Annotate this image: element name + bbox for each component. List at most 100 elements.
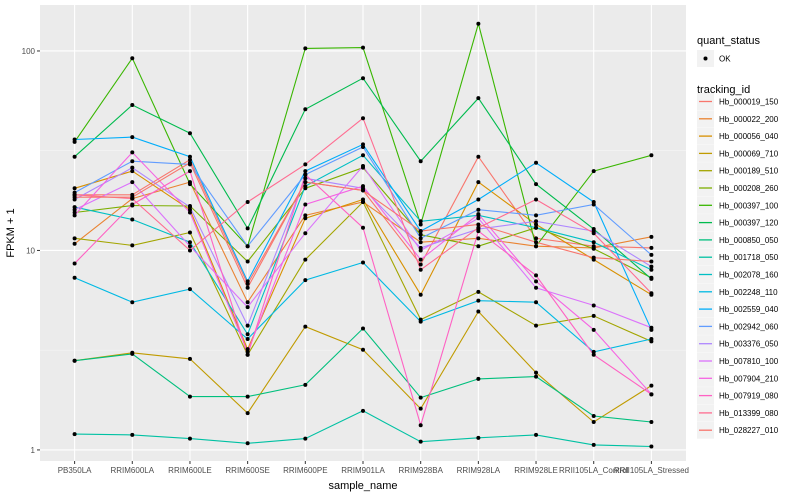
data-point-Hb_000056_040 — [130, 169, 135, 174]
legend-label-Hb_000069_710: Hb_000069_710 — [719, 149, 779, 158]
x-axis: PB350LA RRIM600LA RRIM600LE RRIM600SE RRIM60… — [58, 461, 689, 475]
legend-label-Hb_028227_010: Hb_028227_010 — [719, 426, 779, 435]
data-point-Hb_002942_060 — [649, 252, 654, 257]
legend-label-Hb_000397_100: Hb_000397_100 — [719, 201, 779, 210]
data-point-Hb_007810_100 — [187, 244, 192, 249]
legend-label-Hb_000189_510: Hb_000189_510 — [719, 167, 779, 176]
data-point-Hb_001718_050 — [361, 408, 365, 413]
data-point-Hb_000397_120 — [649, 276, 654, 281]
data-point-Hb_007904_210 — [303, 202, 308, 207]
data-point-Hb_002559_040 — [245, 279, 250, 284]
data-point-Hb_002942_060 — [130, 159, 135, 164]
data-point-Hb_000397_100 — [303, 46, 308, 51]
data-point-Hb_000397_100 — [591, 169, 596, 174]
legend-label-Hb_000022_200: Hb_000022_200 — [719, 115, 779, 124]
data-point-Hb_028227_010 — [303, 180, 308, 185]
data-point-Hb_002248_110 — [591, 349, 596, 354]
legend-point-glyph — [703, 56, 708, 61]
data-point-Hb_000019_150 — [534, 236, 539, 241]
legend-label-Hb_000208_260: Hb_000208_260 — [719, 184, 779, 193]
legend-label-Hb_007919_080: Hb_007919_080 — [719, 392, 779, 401]
legend-label-Hb_007810_100: Hb_007810_100 — [719, 357, 779, 366]
legend-label-Hb_013399_080: Hb_013399_080 — [719, 409, 779, 418]
data-point-Hb_007810_100 — [245, 305, 250, 310]
data-point-Hb_007810_100 — [534, 285, 539, 290]
data-point-Hb_028227_010 — [245, 285, 250, 290]
data-point-Hb_002078_160 — [534, 225, 539, 230]
data-point-Hb_000189_510 — [72, 236, 77, 241]
data-point-Hb_028227_010 — [591, 255, 596, 260]
data-point-Hb_013399_080 — [591, 231, 596, 236]
data-point-Hb_000850_050 — [591, 413, 596, 418]
data-point-Hb_000397_100 — [534, 244, 539, 249]
y-tick-label: 10 — [26, 246, 35, 255]
data-point-Hb_000397_100 — [361, 45, 365, 50]
data-point-Hb_013399_080 — [649, 291, 654, 296]
data-point-Hb_007919_080 — [476, 229, 481, 234]
data-point-Hb_000397_120 — [245, 226, 250, 231]
data-point-Hb_007919_080 — [130, 202, 135, 207]
data-point-Hb_000397_120 — [476, 96, 481, 101]
data-point-Hb_000397_100 — [476, 21, 481, 26]
data-point-Hb_001718_050 — [72, 432, 77, 437]
data-point-Hb_000397_120 — [534, 182, 539, 187]
data-point-Hb_007810_100 — [418, 248, 423, 253]
data-point-Hb_002942_060 — [591, 202, 596, 207]
data-point-Hb_002559_040 — [303, 169, 308, 174]
legend-label: OK — [719, 55, 731, 64]
data-point-Hb_007904_210 — [591, 327, 596, 332]
data-point-Hb_007919_080 — [534, 273, 539, 278]
data-point-Hb_001718_050 — [534, 432, 539, 437]
data-point-Hb_001718_050 — [245, 441, 250, 446]
data-point-Hb_001718_050 — [649, 444, 654, 449]
data-point-Hb_000069_710 — [476, 309, 481, 314]
data-point-Hb_000189_510 — [130, 243, 135, 248]
data-point-Hb_000069_710 — [591, 420, 596, 425]
data-point-Hb_000056_040 — [418, 292, 423, 297]
y-tick-label: 1 — [31, 446, 36, 455]
x-tick-label: RRIM600LE — [168, 466, 212, 475]
data-point-Hb_000022_200 — [649, 234, 654, 239]
data-point-Hb_007904_210 — [72, 213, 77, 218]
data-point-Hb_000397_100 — [418, 222, 423, 227]
data-point-Hb_013399_080 — [303, 162, 308, 167]
y-tick-label: 100 — [22, 47, 36, 56]
data-point-Hb_000019_150 — [187, 157, 192, 162]
data-point-Hb_002078_160 — [130, 217, 135, 222]
data-point-Hb_000850_050 — [476, 376, 481, 381]
data-point-Hb_000850_050 — [303, 382, 308, 387]
data-point-Hb_000397_100 — [130, 56, 135, 61]
x-tick-label: RRIM928BA — [398, 466, 443, 475]
data-point-Hb_028227_010 — [418, 229, 423, 234]
x-axis-title: sample_name — [328, 480, 397, 492]
data-point-Hb_002248_110 — [476, 298, 481, 303]
data-point-Hb_007810_100 — [303, 231, 308, 236]
data-point-Hb_013399_080 — [361, 116, 365, 121]
legend-label-Hb_000850_050: Hb_000850_050 — [719, 236, 779, 245]
data-point-Hb_000850_050 — [649, 420, 654, 425]
data-point-Hb_000208_260 — [591, 246, 596, 251]
legend-point-items: OK — [697, 50, 731, 67]
data-point-Hb_001718_050 — [187, 436, 192, 441]
data-point-Hb_000056_040 — [245, 347, 250, 352]
data-point-Hb_003376_050 — [534, 219, 539, 224]
data-point-Hb_003376_050 — [187, 205, 192, 210]
data-point-Hb_000069_710 — [187, 356, 192, 361]
x-tick-label: RRIM901LA — [341, 466, 385, 475]
legend-label-Hb_000397_120: Hb_000397_120 — [719, 219, 779, 228]
data-point-Hb_000850_050 — [418, 395, 423, 400]
data-point-Hb_007919_080 — [187, 169, 192, 174]
data-point-Hb_028227_010 — [72, 195, 77, 200]
data-point-Hb_013399_080 — [534, 197, 539, 202]
data-point-Hb_002248_110 — [130, 300, 135, 305]
x-tick-label: RRII105LA_Control — [559, 466, 629, 475]
data-point-Hb_000208_260 — [72, 210, 77, 215]
data-point-Hb_002248_110 — [303, 278, 308, 283]
data-point-Hb_002248_110 — [187, 287, 192, 292]
legend-title-quant-status: quant_status — [697, 35, 760, 47]
data-point-Hb_000208_260 — [245, 259, 250, 264]
data-point-Hb_000397_100 — [649, 153, 654, 158]
data-point-Hb_000022_200 — [72, 241, 77, 246]
data-point-Hb_028227_010 — [534, 240, 539, 245]
data-point-Hb_013399_080 — [418, 267, 423, 272]
